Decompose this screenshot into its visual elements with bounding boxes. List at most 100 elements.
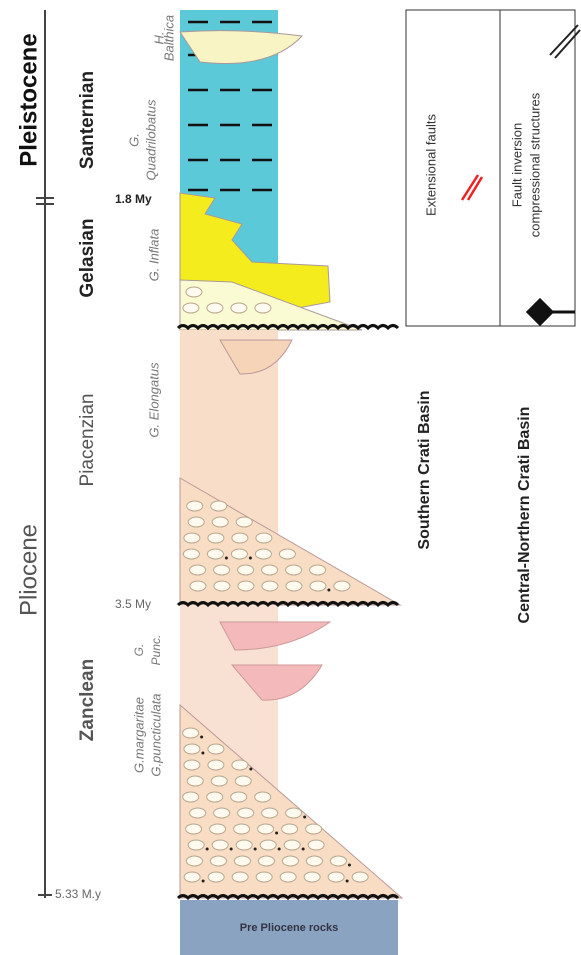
- grain: [275, 832, 278, 835]
- pebble: [183, 728, 199, 738]
- pebble: [282, 856, 298, 866]
- biozone-label: G. Inflata: [146, 229, 161, 282]
- pebble: [211, 776, 227, 786]
- pebble: [183, 549, 199, 559]
- pebble: [256, 533, 272, 543]
- pebble: [186, 856, 202, 866]
- pebble: [211, 501, 227, 511]
- pebble: [184, 872, 200, 882]
- basement-label: Pre Pliocene rocks: [240, 922, 338, 934]
- legend-label: Extensional faults: [423, 114, 438, 216]
- stage-label: Zanclean: [77, 659, 98, 741]
- age-label: 5.33 M.y: [55, 887, 101, 901]
- pebble: [188, 840, 204, 850]
- grain: [206, 848, 209, 851]
- grain: [302, 848, 305, 851]
- pebble: [232, 533, 248, 543]
- grain: [249, 557, 252, 560]
- pebble: [235, 776, 251, 786]
- pebble: [306, 824, 322, 834]
- stage-label: Piacenzian: [77, 394, 98, 487]
- grain: [230, 848, 233, 851]
- grain: [202, 880, 205, 883]
- pebble: [236, 840, 252, 850]
- grain: [200, 736, 203, 739]
- pebble: [184, 744, 200, 754]
- pebble: [236, 517, 252, 527]
- age-label: 3.5 My: [115, 597, 151, 611]
- grain: [346, 880, 349, 883]
- pebble: [286, 808, 302, 818]
- grain: [348, 864, 351, 867]
- pebble: [310, 565, 326, 575]
- grain: [201, 752, 204, 755]
- biozone-label: Balthica: [161, 15, 176, 61]
- pebble: [186, 824, 202, 834]
- pebble: [352, 872, 368, 882]
- grain: [254, 848, 257, 851]
- basin-label: Central-Northern Crati Basin: [516, 407, 533, 624]
- pebble: [310, 581, 326, 591]
- pebble: [214, 565, 230, 575]
- biozone-label: G.puncticulata: [148, 693, 163, 776]
- pebble: [238, 565, 254, 575]
- epoch-label: Pleistocene: [15, 33, 42, 166]
- pebble: [184, 533, 200, 543]
- pebble: [280, 872, 296, 882]
- pebble: [306, 856, 322, 866]
- pebble: [286, 581, 302, 591]
- pebble: [214, 808, 230, 818]
- pebble: [330, 856, 346, 866]
- pebble: [238, 581, 254, 591]
- biozone-label: Quadrilobatus: [143, 99, 158, 180]
- biozone-label: G.: [126, 133, 141, 147]
- pebble: [232, 760, 248, 770]
- pebble: [208, 744, 224, 754]
- grain: [303, 816, 306, 819]
- pebble: [208, 872, 224, 882]
- pebble: [190, 565, 206, 575]
- pebble: [262, 565, 278, 575]
- pebble: [188, 517, 204, 527]
- pebble: [262, 581, 278, 591]
- pebble: [208, 760, 224, 770]
- biozone-label: G.margaritae: [131, 697, 146, 773]
- stage-label: Santernian: [77, 71, 98, 169]
- grain: [327, 589, 330, 592]
- pebble: [183, 303, 199, 313]
- epoch-label: Pliocene: [15, 524, 42, 616]
- pebble: [256, 872, 272, 882]
- pebble: [262, 808, 278, 818]
- pebble: [234, 856, 250, 866]
- pebble: [190, 581, 206, 591]
- pebble: [208, 533, 224, 543]
- pebble: [183, 792, 199, 802]
- pebble: [207, 303, 223, 313]
- pebble: [212, 517, 228, 527]
- grain: [225, 557, 228, 560]
- lens: [220, 622, 330, 650]
- biozone-label: Punc.: [149, 635, 163, 666]
- pebble: [260, 840, 276, 850]
- stratigraphic-diagram: Pleistocene Pliocene Santernian Gelasian…: [0, 0, 581, 955]
- pebble: [282, 824, 298, 834]
- pebble: [255, 549, 271, 559]
- pebble: [334, 581, 350, 591]
- grain: [278, 848, 281, 851]
- lens: [180, 31, 302, 64]
- pebble: [255, 792, 271, 802]
- pebble: [234, 824, 250, 834]
- pebble: [207, 792, 223, 802]
- pebble: [214, 581, 230, 591]
- pebble: [184, 760, 200, 770]
- pebble: [231, 303, 247, 313]
- stage-label: Gelasian: [77, 218, 98, 297]
- pebble: [258, 856, 274, 866]
- pebble: [186, 287, 202, 297]
- pebble: [210, 856, 226, 866]
- pebble: [304, 872, 320, 882]
- pebble: [212, 840, 228, 850]
- pebble: [286, 565, 302, 575]
- pebble: [231, 549, 247, 559]
- pebble: [190, 808, 206, 818]
